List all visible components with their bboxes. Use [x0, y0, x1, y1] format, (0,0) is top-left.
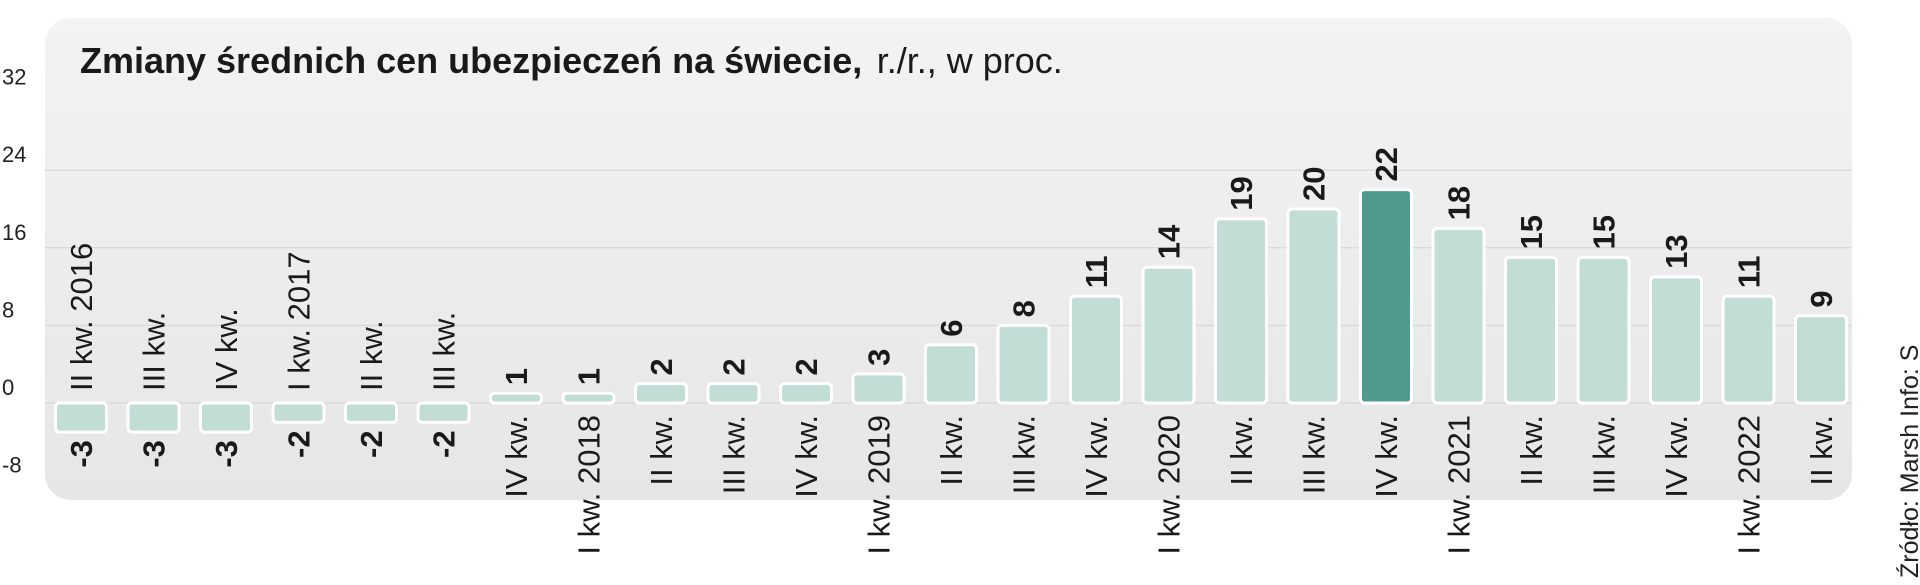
bar [199, 401, 253, 434]
category-label: III kw. [1297, 415, 1332, 494]
category-label: IV kw. [209, 308, 244, 391]
category-label: II kw. [644, 415, 679, 486]
category-label: I kw. 2019 [862, 415, 897, 555]
value-label: 1 [499, 368, 534, 385]
bar [851, 372, 906, 405]
value-label: 11 [1079, 256, 1114, 289]
category-label: I kw. 2018 [572, 415, 607, 555]
category-label: II kw. [934, 415, 969, 486]
category-label: IV kw. [1369, 415, 1404, 498]
value-label: 20 [1297, 167, 1332, 201]
bar [706, 382, 761, 405]
value-label: 14 [1152, 224, 1187, 259]
value-label: -2 [354, 430, 389, 458]
bar [271, 401, 326, 424]
bar [924, 343, 978, 405]
value-label: 22 [1369, 147, 1404, 181]
category-label: II kw. [1514, 415, 1549, 486]
bar [1721, 294, 1776, 405]
value-label: 11 [1732, 256, 1767, 289]
bar [1576, 256, 1631, 405]
value-label: -3 [64, 440, 99, 468]
bar [489, 391, 543, 405]
y-tick-label: 16 [2, 220, 26, 245]
category-label: III kw. [1007, 415, 1042, 494]
value-label: 18 [1442, 186, 1477, 220]
y-tick-label: -8 [2, 453, 22, 478]
source-note: Źródło: Marsh Info: S [1895, 345, 1920, 578]
bar [779, 382, 833, 405]
bar [54, 401, 108, 434]
bar [561, 391, 616, 405]
bar [1794, 314, 1848, 405]
bar [416, 401, 471, 424]
bar [1286, 207, 1341, 405]
value-label: 15 [1514, 215, 1549, 249]
value-label: -2 [282, 430, 317, 458]
value-label: 2 [717, 358, 752, 375]
value-label: -3 [209, 440, 244, 468]
value-label: 3 [862, 349, 897, 366]
chart-title-main: Zmiany średnich cen ubezpieczeń na świec… [80, 40, 862, 81]
bar [1359, 188, 1413, 405]
value-label: 8 [1007, 300, 1042, 317]
value-label: 15 [1587, 215, 1622, 249]
bar [344, 401, 398, 424]
category-label: I kw. 2021 [1442, 415, 1477, 555]
y-tick-label: 32 [2, 65, 26, 90]
y-tick-label: 24 [2, 142, 26, 167]
value-label: 6 [934, 320, 969, 337]
category-label: IV kw. [789, 415, 824, 498]
value-label: 9 [1804, 290, 1839, 307]
y-axis: 32 24 16 8 0 -8 [2, 65, 26, 478]
value-label: -3 [137, 440, 172, 468]
category-label: II kw. [1804, 415, 1839, 486]
category-label: III kw. [1587, 415, 1622, 494]
bar [1141, 265, 1196, 405]
bar [1431, 226, 1486, 405]
bar [1649, 275, 1703, 405]
bar [1504, 256, 1558, 405]
value-label: 2 [644, 358, 679, 375]
chart-title: Zmiany średnich cen ubezpieczeń na świec… [80, 40, 1063, 81]
category-label: I kw. 2020 [1152, 415, 1187, 555]
bar [634, 382, 688, 405]
y-tick-label: 0 [2, 375, 14, 400]
bar [1214, 217, 1268, 405]
chart-title-subtitle: r./r., w proc. [877, 40, 1063, 81]
category-label: III kw. [137, 312, 172, 391]
bar [996, 323, 1051, 405]
value-label: 19 [1224, 176, 1259, 210]
y-tick-label: 8 [2, 297, 14, 322]
category-labels: II kw. 2016 III kw. IV kw. I kw. 2017 II kw.… [64, 243, 1839, 555]
category-label: II kw. [1224, 415, 1259, 486]
category-label: IV kw. [499, 415, 534, 498]
category-label: I kw. 2017 [282, 251, 317, 391]
value-label: 1 [572, 368, 607, 385]
category-label: II kw. [354, 320, 389, 391]
value-label: -2 [427, 430, 462, 458]
category-label: IV kw. [1079, 415, 1114, 498]
category-label: IV kw. [1659, 415, 1694, 498]
category-label: III kw. [717, 415, 752, 494]
category-label: II kw. 2016 [64, 243, 99, 391]
bars [54, 188, 1848, 434]
bar [1069, 294, 1123, 405]
value-label: 13 [1659, 234, 1694, 268]
category-label: III kw. [427, 312, 462, 391]
category-label: I kw. 2022 [1732, 415, 1767, 555]
value-label: 2 [789, 358, 824, 375]
bar [126, 401, 181, 434]
